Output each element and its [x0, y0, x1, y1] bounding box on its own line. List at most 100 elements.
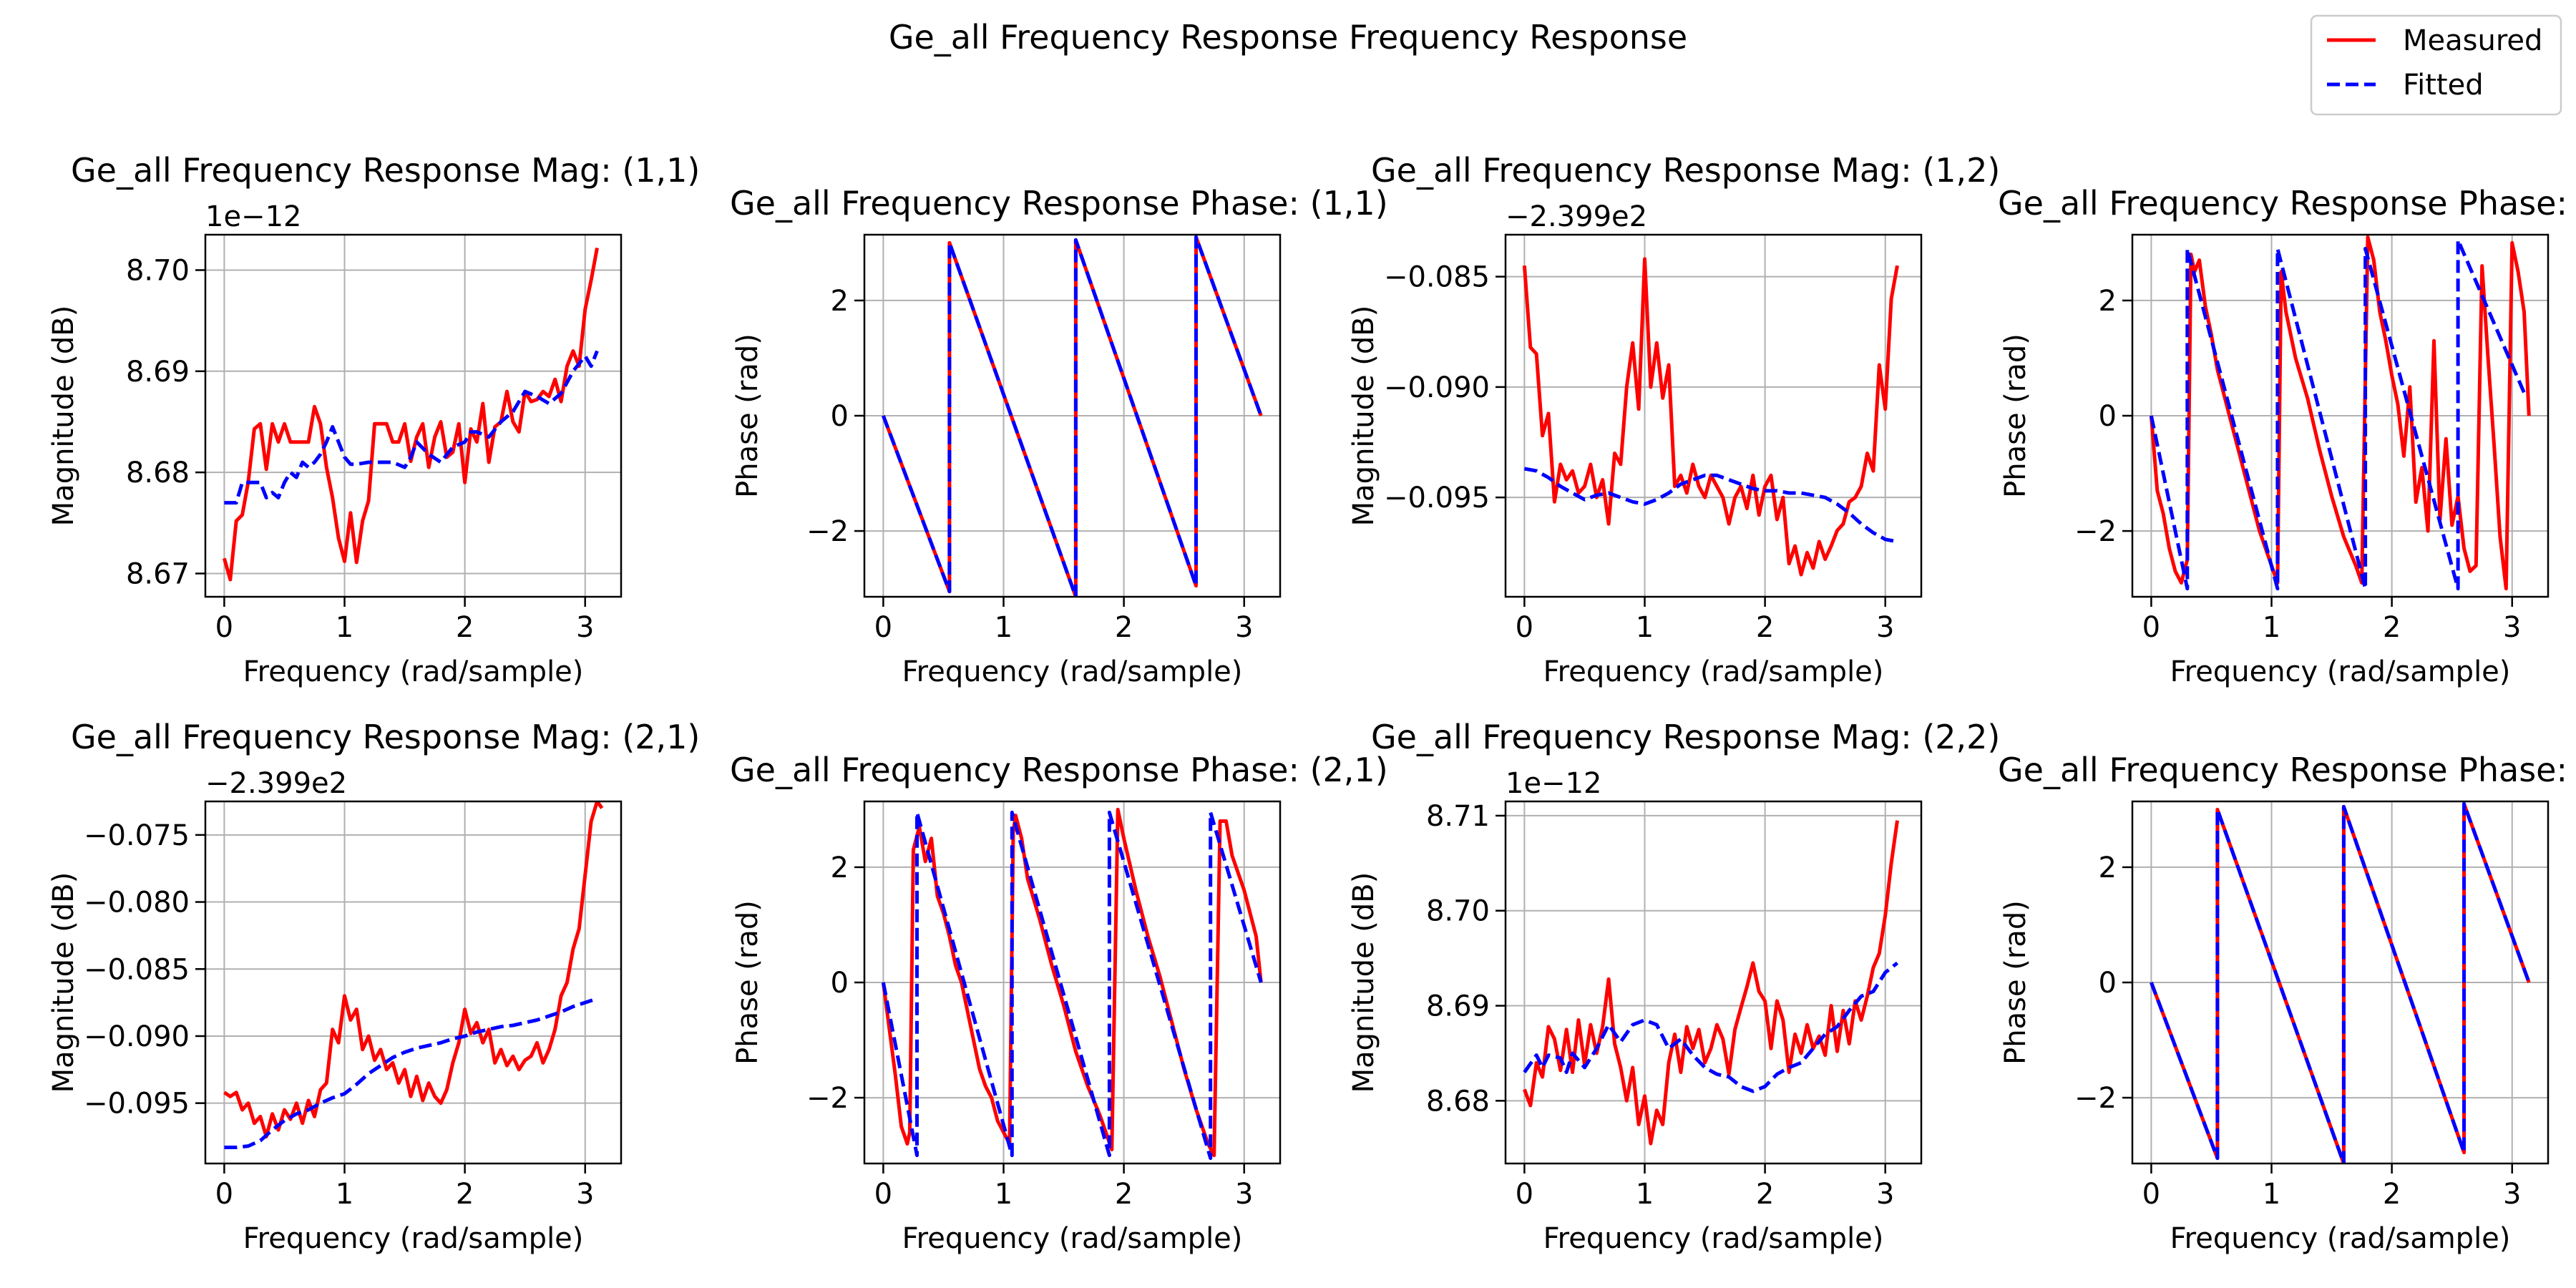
panel-8-ytick-label-0: −2	[2074, 1082, 2117, 1115]
panel-4-ylabel: Phase (rad)	[1999, 333, 2032, 498]
panel-1-xtick-label-0: 0	[215, 611, 233, 644]
panel-5-ytick-label-4: −0.075	[84, 819, 190, 852]
panel-7-xlabel: Frequency (rad/sample)	[1543, 1222, 1884, 1255]
panel-6-ytick-label-2: 2	[831, 852, 849, 884]
panel-5-series-measured	[223, 801, 604, 1138]
panel-1-xlabel: Frequency (rad/sample)	[243, 655, 584, 688]
panel-2-ylabel: Phase (rad)	[731, 333, 764, 498]
panel-1-ytick-label-1: 8.68	[126, 457, 190, 489]
panel-6-ytick-label-1: 0	[831, 967, 849, 1000]
panel-3-xtick-label-3: 3	[1876, 611, 1894, 644]
panel-8-xtick-label-3: 3	[2503, 1178, 2521, 1211]
panel-8-xlabel: Frequency (rad/sample)	[2170, 1222, 2511, 1255]
panel-8-ytick-label-2: 2	[2099, 852, 2117, 884]
panel-3-ytick-label-2: −0.085	[1384, 261, 1490, 294]
panel-4-xtick-label-3: 3	[2503, 611, 2521, 644]
panel-7-xtick-label-2: 2	[1756, 1178, 1774, 1211]
panel-7-ytick-label-2: 8.70	[1426, 895, 1490, 928]
panel-1-ylabel: Magnitude (dB)	[47, 306, 80, 527]
panel-2-title: Ge_all Frequency Response Phase: (1,1)	[730, 184, 1388, 223]
panel-6-xtick-label-3: 3	[1235, 1178, 1253, 1211]
panel-3-xtick-label-2: 2	[1756, 611, 1774, 644]
panel-4-ytick-label-1: 0	[2099, 400, 2117, 433]
panel-5-series-fitted	[224, 997, 598, 1149]
panel-2-xtick-label-1: 1	[995, 611, 1013, 644]
panel-7: 0 1 2 3 8.68 8.69 8.70 8.71 Frequency (rad/sampl…	[1347, 718, 2000, 1255]
panel-3-offset-label: −2.399e2	[1506, 200, 1647, 233]
panel-1-ytick-label-0: 8.67	[126, 557, 190, 590]
panel-5-axes-frame	[204, 800, 623, 1165]
panel-8-xtick-label-2: 2	[2383, 1178, 2401, 1211]
panel-8-title: Ge_all Frequency Response Phase: (2,2)	[1998, 751, 2576, 789]
panel-3: 0 1 2 3 −0.095 −0.090 −0.085 Frequency (rad/sam…	[1347, 151, 2000, 688]
panel-3-xtick-label-0: 0	[1516, 611, 1533, 644]
panel-7-axes-frame	[1504, 800, 1923, 1165]
panel-7-ylabel: Magnitude (dB)	[1347, 872, 1380, 1093]
panel-2-ytick-label-1: 0	[831, 400, 849, 433]
panel-8-ytick-label-1: 0	[2099, 967, 2117, 1000]
figure-suptitle: Ge_all Frequency Response Frequency Resp…	[889, 18, 1687, 57]
panel-4-ytick-label-2: 2	[2099, 285, 2117, 318]
panel-2-xtick-label-0: 0	[874, 611, 892, 644]
panel-2: 0 1 2 3 −2 0 2 Frequency (rad/sample) Phase (rad…	[730, 184, 1388, 688]
panel-1-series-measured	[222, 247, 599, 582]
panel-4-xlabel: Frequency (rad/sample)	[2170, 655, 2511, 688]
panel-1-ytick-label-2: 8.69	[126, 356, 190, 389]
panel-7-xtick-label-3: 3	[1876, 1178, 1894, 1211]
panel-1-xtick-label-2: 2	[456, 611, 474, 644]
panel-6-title: Ge_all Frequency Response Phase: (2,1)	[730, 751, 1388, 789]
panel-7-offset-label: 1e−12	[1506, 767, 1601, 800]
panel-7-xtick-label-0: 0	[1516, 1178, 1533, 1211]
panel-5-xtick-label-2: 2	[456, 1178, 474, 1211]
figure-legend: Measured Fitted	[2310, 14, 2562, 116]
panel-3-xlabel: Frequency (rad/sample)	[1543, 655, 1884, 688]
panel-5-ytick-label-2: −0.085	[84, 953, 190, 986]
panel-2-series-fitted	[882, 235, 1263, 597]
panel-5-ylabel: Magnitude (dB)	[47, 872, 80, 1093]
panel-5-ytick-label-0: −0.095	[84, 1088, 190, 1121]
panel-6-xtick-label-1: 1	[995, 1178, 1013, 1211]
panel-1-offset-label: 1e−12	[205, 200, 301, 233]
panel-1-title: Ge_all Frequency Response Mag: (1,1)	[71, 151, 700, 190]
panel-4-ytick-label-0: −2	[2074, 515, 2117, 548]
panel-4: 0 1 2 3 −2 0 2 Frequency (rad/sample) Phase (rad…	[1998, 184, 2576, 688]
panel-7-title: Ge_all Frequency Response Mag: (2,2)	[1371, 718, 2000, 756]
panel-1-series-fitted	[224, 350, 599, 505]
panel-5-xlabel: Frequency (rad/sample)	[243, 1222, 584, 1255]
panel-2-xlabel: Frequency (rad/sample)	[902, 655, 1243, 688]
panel-5-xtick-label-0: 0	[215, 1178, 233, 1211]
panel-5-ytick-label-3: −0.080	[84, 887, 190, 919]
panel-7-ytick-label-3: 8.71	[1426, 800, 1490, 833]
panel-3-axes-frame	[1504, 233, 1923, 598]
panel-3-xtick-label-1: 1	[1636, 611, 1654, 644]
panel-4-xtick-label-1: 1	[2263, 611, 2280, 644]
panel-1-ytick-label-3: 8.70	[126, 254, 190, 287]
panel-7-series-measured	[1523, 820, 1899, 1146]
panel-1: 0 1 2 3 8.67 8.68 8.69 8.70 Frequency (rad/sampl…	[47, 151, 700, 688]
panel-7-ytick-label-0: 8.68	[1426, 1085, 1490, 1118]
panel-7-ytick-label-1: 8.69	[1426, 990, 1490, 1023]
panel-1-axes-frame	[204, 233, 623, 598]
legend-measured-label: Measured	[2403, 24, 2542, 57]
panel-1-xtick-label-3: 3	[576, 611, 594, 644]
legend-fitted-label: Fitted	[2403, 69, 2484, 102]
panel-3-ylabel: Magnitude (dB)	[1347, 306, 1380, 527]
panel-4-title: Ge_all Frequency Response Phase: (1,2)	[1998, 184, 2576, 223]
panel-6-series-fitted	[881, 810, 1263, 1161]
panel-3-ytick-label-1: −0.090	[1384, 371, 1490, 404]
panel-6-ylabel: Phase (rad)	[731, 900, 764, 1065]
panel-4-series-fitted	[2149, 238, 2526, 591]
panel-7-series-fitted	[1523, 961, 1899, 1093]
panel-4-xtick-label-2: 2	[2383, 611, 2401, 644]
panel-4-xtick-label-0: 0	[2142, 611, 2160, 644]
panel-3-ytick-label-0: −0.095	[1384, 482, 1490, 514]
panel-8-ylabel: Phase (rad)	[1999, 900, 2032, 1065]
panel-5-xtick-label-1: 1	[336, 1178, 353, 1211]
panel-8: 0 1 2 3 −2 0 2 Frequency (rad/sample) Phase (rad…	[1998, 751, 2576, 1255]
panel-1-xtick-label-1: 1	[336, 611, 353, 644]
panel-8-xtick-label-1: 1	[2263, 1178, 2280, 1211]
panel-8-xtick-label-0: 0	[2142, 1178, 2160, 1211]
panel-5: 0 1 2 3 −0.095 −0.090 −0.085 −0.080 −0.075 Freque…	[47, 718, 700, 1255]
panel-2-xtick-label-2: 2	[1115, 611, 1133, 644]
